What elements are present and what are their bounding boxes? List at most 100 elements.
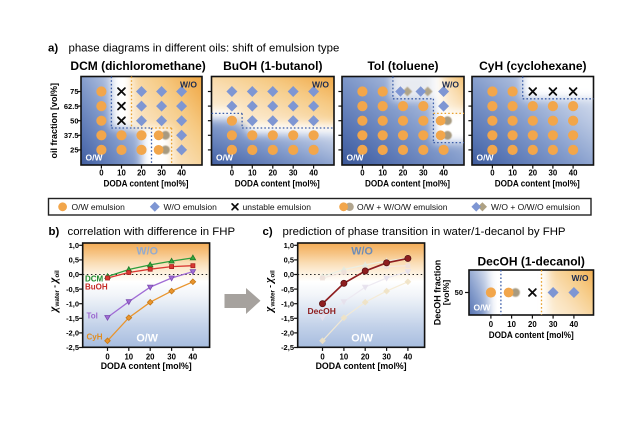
svg-text:40: 40 [189,353,198,362]
svg-text:DODA content [mol%]: DODA content [mol%] [489,330,574,340]
svg-text:30: 30 [167,353,176,362]
svg-text:30: 30 [419,169,428,178]
svg-text:0: 0 [360,169,365,178]
svg-text:Tol (toluene): Tol (toluene) [367,59,438,73]
svg-text:DODA content [mol%]: DODA content [mol%] [495,179,580,189]
svg-text:O/W: O/W [474,303,492,313]
svg-text:40: 40 [570,320,579,329]
svg-text:10: 10 [340,353,349,362]
svg-text:DecOH (1-decanol): DecOH (1-decanol) [478,255,585,269]
svg-text:-1,5: -1,5 [66,314,79,323]
svg-text:phase diagrams in different oi: phase diagrams in different oils: shift … [69,42,340,54]
svg-text:c): c) [263,226,273,238]
svg-text:-1,5: -1,5 [281,314,294,323]
svg-text:DODA content [mol%]: DODA content [mol%] [104,179,189,189]
svg-text:-2,0: -2,0 [66,329,79,338]
svg-text:50: 50 [455,288,463,297]
svg-text:DODA content [mol%]: DODA content [mol%] [101,361,192,372]
svg-text:W/O: W/O [572,273,589,283]
svg-text:O/W: O/W [351,333,373,345]
svg-text:-1,0: -1,0 [281,299,294,308]
svg-text:30: 30 [382,353,391,362]
svg-text:W/O: W/O [312,80,329,90]
svg-text:40: 40 [404,353,413,362]
svg-text:10: 10 [378,169,387,178]
svg-text:O/W: O/W [136,333,158,345]
svg-text:correlation with difference in: correlation with difference in FHP [68,226,236,238]
svg-text:-0,5: -0,5 [281,285,294,294]
svg-text:0: 0 [490,169,495,178]
svg-text:prediction of phase transition: prediction of phase transition in water/… [283,226,566,238]
svg-text:O/W: O/W [216,153,234,163]
svg-text:a): a) [48,42,58,54]
svg-text:oil fraction [vol%]: oil fraction [vol%] [49,83,59,159]
svg-text:0: 0 [320,353,325,362]
svg-text:CyH (cyclohexane): CyH (cyclohexane) [479,59,586,73]
svg-text:0,0: 0,0 [284,270,294,279]
svg-text:0,5: 0,5 [284,256,294,265]
svg-text:-0,5: -0,5 [66,285,79,294]
svg-text:50: 50 [70,116,78,125]
svg-text:10: 10 [507,320,516,329]
svg-text:W/O emulsion: W/O emulsion [164,202,218,212]
svg-text:20: 20 [528,320,537,329]
svg-text:10: 10 [248,169,257,178]
svg-text:40: 40 [309,169,318,178]
svg-text:10: 10 [508,169,517,178]
svg-text:BuOH: BuOH [85,283,108,292]
svg-text:-2,5: -2,5 [281,343,294,352]
svg-text:30: 30 [289,169,298,178]
svg-text:unstable emulsion: unstable emulsion [243,202,312,212]
svg-text:DODA content [mol%]: DODA content [mol%] [235,179,320,189]
svg-text:0: 0 [99,169,104,178]
svg-text:1,0: 1,0 [284,241,294,250]
svg-text:CyH: CyH [87,333,103,342]
svg-text:O/W: O/W [347,153,365,163]
svg-text:DecOH: DecOH [308,306,336,316]
svg-text:62.5: 62.5 [64,102,79,111]
svg-text:0,5: 0,5 [69,256,79,265]
svg-text:0: 0 [230,169,235,178]
svg-text:20: 20 [528,169,537,178]
svg-text:40: 40 [439,169,448,178]
svg-text:40: 40 [569,169,578,178]
svg-text:30: 30 [549,169,558,178]
svg-text:40: 40 [177,169,186,178]
svg-text:b): b) [49,226,60,238]
svg-text:W/O: W/O [351,246,373,258]
svg-text:DODA content [mol%]: DODA content [mol%] [365,179,450,189]
svg-text:BuOH (1-butanol): BuOH (1-butanol) [223,59,322,73]
svg-text:37.5: 37.5 [64,131,79,140]
svg-text:20: 20 [361,353,370,362]
svg-text:0: 0 [105,353,110,362]
svg-text:O/W emulsion: O/W emulsion [72,202,126,212]
svg-text:DCM (dichloromethane): DCM (dichloromethane) [70,59,205,73]
svg-text:25: 25 [70,146,78,155]
svg-text:20: 20 [268,169,277,178]
svg-text:10: 10 [117,169,126,178]
svg-text:-2,0: -2,0 [281,329,294,338]
svg-text:DCM: DCM [85,275,104,284]
svg-text:30: 30 [157,169,166,178]
svg-text:20: 20 [137,169,146,178]
svg-text:20: 20 [146,353,155,362]
svg-text:[vol%]: [vol%] [441,280,451,306]
svg-text:0: 0 [489,320,494,329]
svg-text:75: 75 [70,87,78,96]
svg-text:20: 20 [399,169,408,178]
svg-text:W/O: W/O [180,80,197,90]
svg-text:DecOH fraction: DecOH fraction [432,260,442,326]
svg-text:χwater - χoil: χwater - χoil [48,270,61,314]
svg-text:0,0: 0,0 [69,270,79,279]
svg-text:O/W: O/W [477,153,495,163]
svg-text:O/W: O/W [86,153,104,163]
svg-text:1,0: 1,0 [69,241,79,250]
svg-text:-1,0: -1,0 [66,299,79,308]
svg-text:W/O: W/O [442,80,459,90]
svg-text:DODA content [mol%]: DODA content [mol%] [316,361,407,372]
svg-text:10: 10 [124,353,133,362]
svg-text:-2,5: -2,5 [66,343,79,352]
svg-text:Tol: Tol [87,312,98,321]
svg-text:χwater - χoil: χwater - χoil [264,270,277,314]
svg-text:W/O + O/W/O emulsion: W/O + O/W/O emulsion [491,202,580,212]
